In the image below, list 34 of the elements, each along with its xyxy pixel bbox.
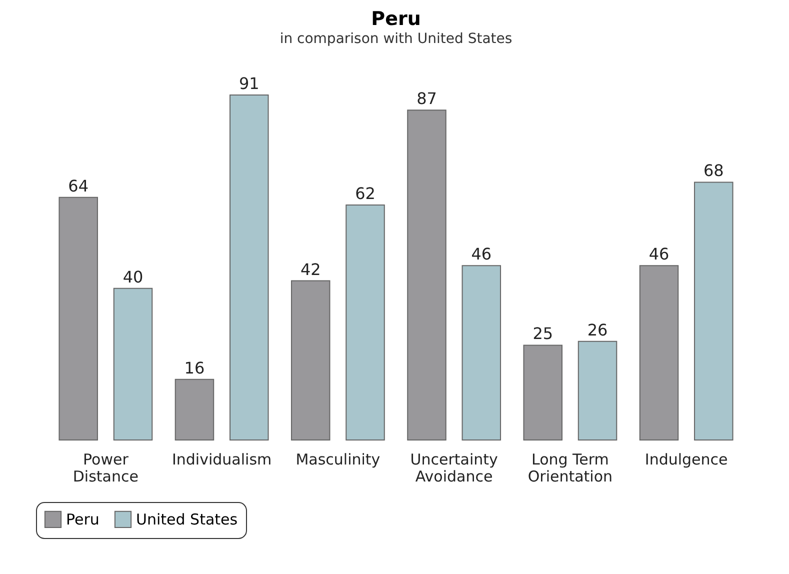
data-label: 46	[471, 244, 492, 264]
bar	[230, 94, 269, 440]
legend-label: United States	[136, 510, 238, 528]
x-tick-label: Individualism	[172, 450, 272, 468]
x-tick-label: Masculinity	[296, 450, 380, 468]
bar	[407, 110, 446, 440]
bar	[694, 182, 734, 440]
bar	[639, 265, 679, 440]
x-tick-label: Indulgence	[644, 450, 728, 468]
bar	[174, 378, 214, 440]
bar	[462, 265, 502, 440]
data-label: 64	[68, 176, 89, 196]
data-label: 87	[416, 89, 437, 108]
bar	[523, 344, 562, 440]
data-label: 40	[122, 267, 144, 286]
x-tick-label: Uncertainty Avoidance	[410, 450, 498, 486]
bar	[113, 288, 153, 440]
bar	[58, 196, 98, 440]
chart-subtitle: in comparison with United States	[280, 31, 512, 47]
bar	[346, 204, 385, 440]
data-label: 25	[532, 324, 554, 344]
data-label: 16	[184, 358, 205, 378]
x-tick-label: Power Distance	[72, 450, 138, 486]
data-label: 62	[355, 184, 376, 203]
data-label: 68	[703, 161, 724, 180]
bar	[578, 340, 618, 440]
data-label: 26	[587, 320, 608, 340]
data-label: 42	[300, 260, 321, 279]
legend-label: Peru	[66, 510, 100, 528]
data-label: 46	[648, 244, 670, 264]
data-label: 91	[238, 74, 260, 93]
bar	[290, 280, 330, 440]
chart-title: Peru	[371, 8, 421, 30]
x-tick-label: Long Term Orientation	[528, 450, 613, 486]
